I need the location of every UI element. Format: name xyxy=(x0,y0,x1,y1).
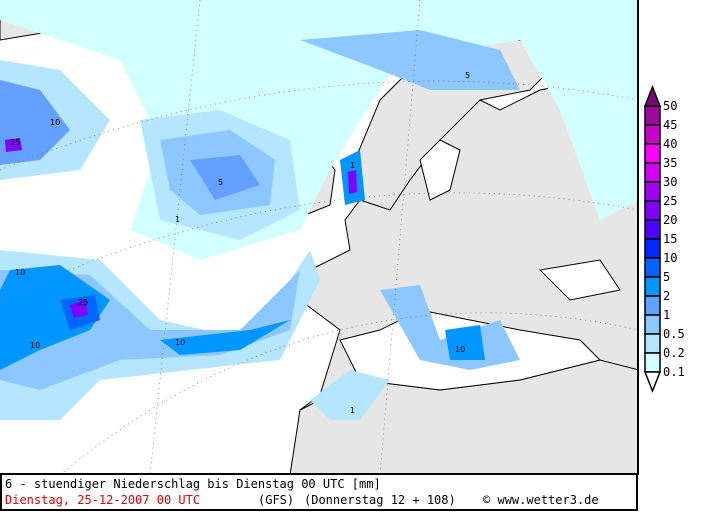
legend-label: 50 xyxy=(663,99,677,113)
legend-swatch xyxy=(644,124,661,145)
legend-bottom-arrow xyxy=(643,371,662,394)
legend-swatch xyxy=(644,257,661,278)
valid-time: Dienstag, 25-12-2007 00 UTC xyxy=(5,493,201,507)
legend-label: 40 xyxy=(663,137,677,151)
copyright-icon: © xyxy=(483,493,491,507)
color-legend: 50 45 40 35 30 25 20 15 10 5 2 1 0.5 0.2 0.1 xyxy=(641,0,704,475)
contour-label: 5 xyxy=(465,71,470,80)
legend-swatch xyxy=(644,295,661,316)
legend-top-arrow xyxy=(643,84,662,107)
legend-label: 2 xyxy=(663,289,670,303)
legend-label: 0.2 xyxy=(663,346,685,360)
legend-label: 45 xyxy=(663,118,677,132)
source-link[interactable]: www.wetter3.de xyxy=(497,493,599,507)
legend-swatch xyxy=(644,143,661,164)
map-title: 6 - stuendiger Niederschlag bis Dienstag… xyxy=(5,477,381,491)
contour-label: 25 xyxy=(10,138,20,147)
legend-swatch xyxy=(644,238,661,259)
legend-label: 15 xyxy=(663,232,677,246)
contour-label: 5 xyxy=(218,178,223,187)
contour-label: 1 xyxy=(175,215,180,224)
map-canvas: 25 10 5 1 1 10 25 10 10 10 5 1 xyxy=(0,0,637,473)
map-footer: 6 - stuendiger Niederschlag bis Dienstag… xyxy=(0,475,638,511)
legend-label: 0.1 xyxy=(663,365,685,379)
legend-swatch xyxy=(644,219,661,240)
contour-label: 10 xyxy=(30,341,40,350)
baltic xyxy=(419,139,461,201)
model-name: (GFS) xyxy=(258,493,295,507)
legend-swatch xyxy=(644,105,661,126)
legend-swatch xyxy=(644,276,661,297)
graticule xyxy=(0,0,637,473)
contour-labels: 25 10 5 1 1 10 25 10 10 10 5 1 xyxy=(10,71,470,415)
legend-label: 35 xyxy=(663,156,677,170)
contour-label: 10 xyxy=(15,268,25,277)
legend-swatch xyxy=(644,352,661,373)
precipitation-fields xyxy=(0,0,637,420)
legend-scale: 50 45 40 35 30 25 20 15 10 5 2 1 0.5 0.2 0.1 xyxy=(643,84,685,394)
contour-label: 1 xyxy=(350,406,355,415)
legend-swatch xyxy=(644,333,661,354)
contour-label: 10 xyxy=(50,118,60,127)
contour-label: 25 xyxy=(78,298,88,307)
legend-label: 0.5 xyxy=(663,327,685,341)
legend-swatch xyxy=(644,314,661,335)
run-info: (Donnerstag 12 + 108) xyxy=(304,493,456,507)
contour-label: 10 xyxy=(175,338,185,347)
legend-swatch xyxy=(644,162,661,183)
legend-label: 1 xyxy=(663,308,670,322)
legend-label: 30 xyxy=(663,175,677,189)
legend-label: 5 xyxy=(663,270,670,284)
legend-label: 20 xyxy=(663,213,677,227)
contour-label: 1 xyxy=(350,161,355,170)
black-sea xyxy=(538,259,621,301)
contour-label: 10 xyxy=(455,345,465,354)
precipitation-map: 25 10 5 1 1 10 25 10 10 10 5 1 xyxy=(0,0,639,475)
copyright[interactable]: © www.wetter3.de xyxy=(483,492,599,509)
legend-swatch xyxy=(644,181,661,202)
legend-label: 25 xyxy=(663,194,677,208)
legend-swatch xyxy=(644,200,661,221)
legend-label: 10 xyxy=(663,251,677,265)
